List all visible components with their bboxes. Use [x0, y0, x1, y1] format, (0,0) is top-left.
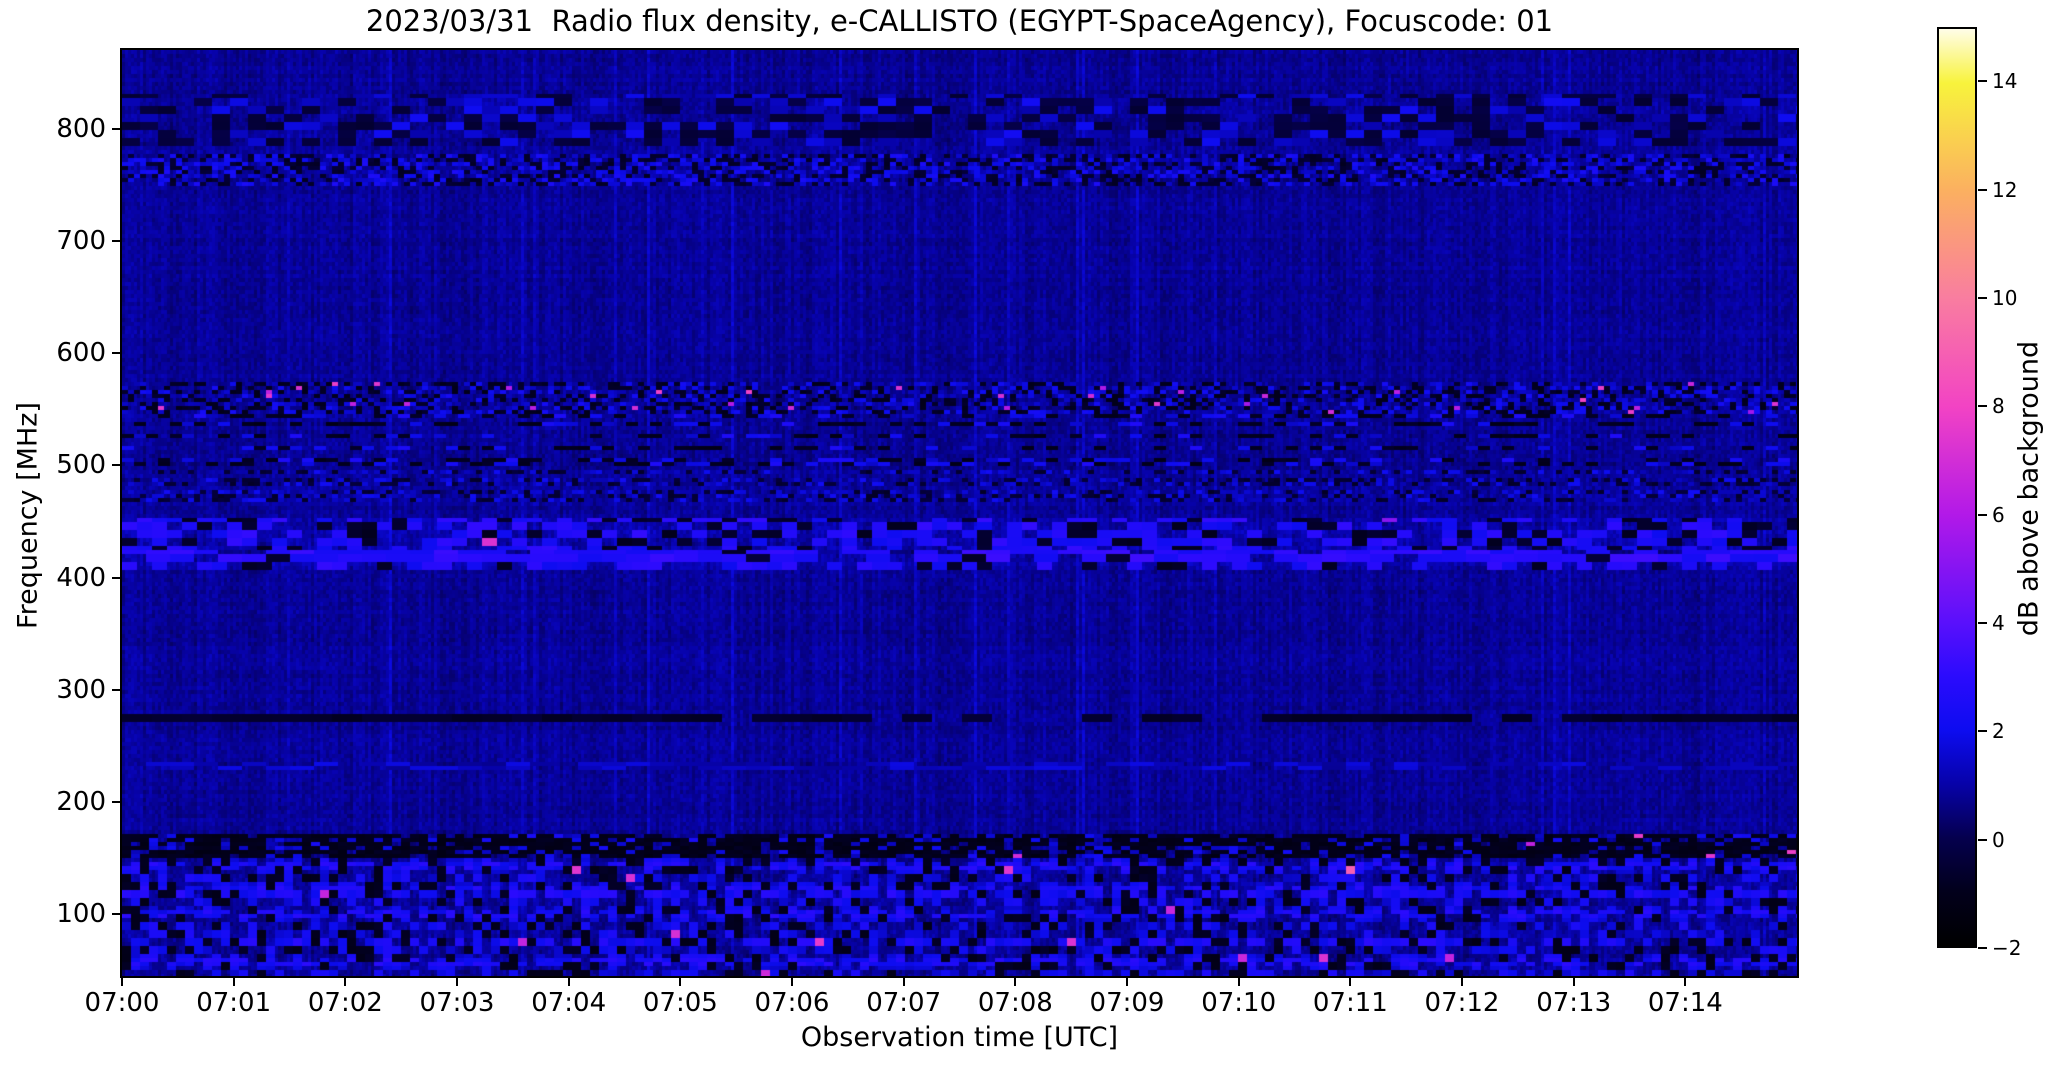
- x-tick-mark: [567, 977, 570, 986]
- x-tick-mark: [344, 977, 347, 986]
- x-tick-label: 07:05: [642, 988, 718, 1018]
- x-tick-mark: [1014, 977, 1017, 986]
- x-tick-mark: [232, 977, 235, 986]
- x-tick-mark: [456, 977, 458, 986]
- spectrogram-canvas: [122, 50, 1797, 976]
- colorbar-tick-label: 6: [1992, 502, 2005, 527]
- x-tick-mark: [1684, 977, 1687, 986]
- y-tick-label: 300: [56, 674, 106, 705]
- colorbar-tick-mark: [1978, 80, 1987, 83]
- x-tick-label: 07:14: [1647, 988, 1723, 1018]
- y-tick-label: 200: [56, 787, 106, 818]
- x-tick-label: 07:07: [866, 988, 942, 1018]
- y-tick-label: 500: [56, 450, 106, 481]
- y-tick-label: 600: [56, 338, 106, 369]
- x-tick-label: 07:02: [307, 988, 383, 1018]
- x-tick-mark: [121, 977, 123, 986]
- y-tick-label: 800: [56, 113, 106, 144]
- colorbar-tick-mark: [1978, 838, 1987, 841]
- y-tick-mark: [112, 352, 121, 355]
- colorbar-tick-label: −2: [1992, 936, 2022, 960]
- x-tick-mark: [1572, 977, 1575, 986]
- x-tick-label: 07:10: [1201, 988, 1277, 1018]
- x-tick-label: 07:11: [1312, 988, 1388, 1018]
- colorbar-label: dB above background: [2013, 340, 2045, 637]
- x-tick-mark: [1126, 977, 1128, 986]
- colorbar-tick-mark: [1978, 730, 1987, 733]
- x-tick-mark: [679, 977, 682, 986]
- y-tick-mark: [112, 576, 121, 579]
- x-tick-mark: [1349, 977, 1352, 986]
- x-tick-label: 07:03: [419, 988, 495, 1018]
- colorbar-tick-label: 10: [1992, 285, 2018, 310]
- colorbar-tick-label: 4: [1992, 610, 2005, 635]
- x-tick-label: 07:00: [84, 988, 160, 1018]
- colorbar-tick-label: 14: [1992, 69, 2018, 94]
- colorbar: [1937, 27, 1977, 948]
- colorbar-tick-mark: [1978, 296, 1987, 299]
- y-tick-label: 700: [56, 225, 106, 256]
- x-tick-label: 07:08: [977, 988, 1053, 1018]
- x-tick-mark: [1237, 977, 1240, 986]
- x-axis-label: Observation time [UTC]: [800, 1022, 1119, 1053]
- y-tick-mark: [112, 239, 121, 242]
- colorbar-tick-mark: [1978, 405, 1987, 408]
- x-tick-label: 07:09: [1089, 988, 1165, 1018]
- colorbar-tick-label: 8: [1992, 394, 2005, 419]
- y-tick-label: 400: [56, 562, 106, 593]
- plot-area: [120, 48, 1799, 978]
- y-tick-mark: [112, 688, 121, 691]
- colorbar-tick-label: 12: [1992, 177, 2018, 202]
- x-tick-mark: [1461, 977, 1463, 986]
- colorbar-tick-label: 2: [1992, 719, 2005, 744]
- colorbar-tick-mark: [1978, 947, 1987, 949]
- x-tick-mark: [791, 977, 793, 986]
- x-tick-label: 07:13: [1536, 988, 1612, 1018]
- x-tick-label: 07:12: [1424, 988, 1500, 1018]
- colorbar-tick-mark: [1978, 188, 1987, 191]
- y-tick-label: 100: [56, 899, 106, 930]
- x-tick-label: 07:04: [531, 988, 607, 1018]
- y-tick-mark: [112, 913, 121, 916]
- y-tick-mark: [112, 127, 121, 130]
- x-tick-label: 07:01: [196, 988, 272, 1018]
- y-tick-mark: [112, 801, 121, 804]
- colorbar-tick-label: 0: [1992, 827, 2005, 852]
- colorbar-tick-mark: [1978, 513, 1987, 516]
- x-tick-mark: [902, 977, 905, 986]
- y-tick-mark: [112, 464, 121, 467]
- chart-title: 2023/03/31 Radio flux density, e-CALLIST…: [365, 4, 1554, 38]
- colorbar-tick-mark: [1978, 621, 1987, 624]
- x-tick-label: 07:06: [754, 988, 830, 1018]
